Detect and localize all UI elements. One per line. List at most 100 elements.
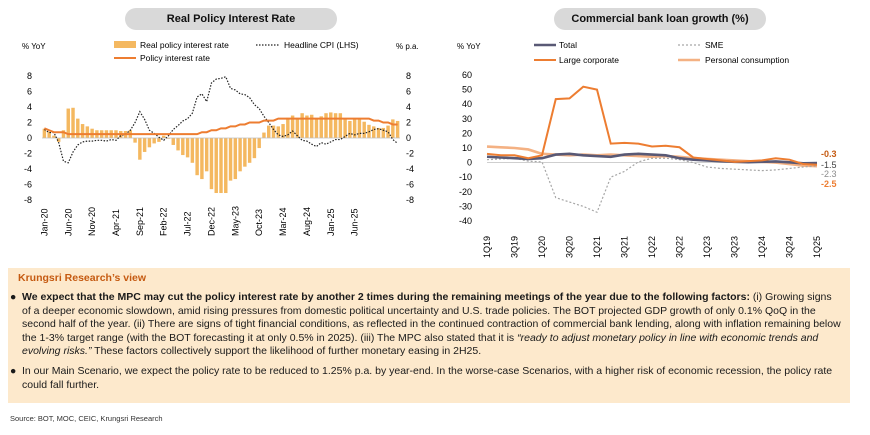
x-tick-label: 1Q20: [537, 236, 547, 258]
x-tick-label: Nov-20: [87, 207, 97, 236]
x-tick-label: 1Q24: [757, 236, 767, 258]
y-tick-label: 10: [462, 143, 472, 153]
real-rate-bar: [80, 124, 85, 138]
left-chart-title: Real Policy Interest Rate: [125, 8, 337, 30]
x-tick-label: Jul-22: [183, 211, 193, 236]
right-y-tick-label: 6: [406, 87, 411, 97]
real-rate-bar: [233, 138, 238, 180]
right-y-tick-label: 4: [406, 102, 411, 112]
real-rate-bar: [281, 124, 285, 138]
real-rate-bar: [362, 121, 366, 138]
real-rate-bar: [386, 125, 390, 138]
real-rate-bar: [257, 138, 261, 149]
right-y-tick-label: 8: [406, 71, 411, 81]
real-rate-bar: [381, 127, 386, 138]
real-rate-bar: [133, 138, 137, 143]
x-tick-label: 3Q20: [565, 236, 575, 258]
left-y-tick-label: 4: [27, 102, 32, 112]
x-tick-label: Mar-24: [278, 207, 288, 236]
real-rate-bar: [71, 107, 75, 138]
research-view-point-2: ● In our Main Scenario, we expect the po…: [10, 365, 842, 392]
real-rate-bar: [243, 138, 247, 167]
source-note: Source: BOT, MOC, CEIC, Krungsri Researc…: [10, 414, 163, 423]
x-tick-label: 3Q22: [675, 236, 685, 258]
real-rate-bar: [162, 135, 166, 138]
legend-label-large-corporate: Large corporate: [559, 55, 619, 65]
real-rate-bar: [319, 116, 323, 138]
real-rate-bar: [200, 138, 204, 180]
x-tick-label: 1Q21: [592, 236, 602, 258]
left-y-tick-label: -2: [24, 149, 32, 159]
left-y-tick-label: 8: [27, 71, 32, 81]
series-line-sme: [486, 157, 818, 214]
x-tick-label: Dec-22: [206, 207, 216, 236]
x-tick-label: Jan-20: [39, 208, 49, 236]
real-rate-bar: [290, 115, 295, 138]
bullet-icon: ●: [10, 365, 17, 377]
legend-swatch-real-rate: [114, 41, 136, 48]
series-line-large-corporate: [486, 85, 818, 166]
x-tick-label: 3Q19: [510, 236, 520, 258]
y-tick-label: 0: [467, 158, 472, 168]
real-rate-bar: [271, 125, 276, 138]
real-rate-bar: [219, 138, 223, 194]
policy-rate-line: [44, 117, 398, 136]
real-rate-bar: [357, 118, 362, 138]
y-axis-label: % YoY: [457, 42, 481, 51]
real-rate-bar: [247, 138, 252, 163]
headline-cpi-line: [44, 76, 398, 164]
real-rate-bar: [348, 120, 352, 138]
point-2-text: In our Main Scenario, we expect the poli…: [22, 365, 833, 391]
left-y-tick-label: 6: [27, 87, 32, 97]
left-y-tick-label: -8: [24, 195, 32, 205]
x-tick-label: Oct-23: [254, 209, 264, 236]
left-y-tick-label: 2: [27, 118, 32, 128]
point-1-text-a: (i) Growing signs of a deeper economic s…: [22, 291, 841, 344]
real-rate-bar: [138, 138, 142, 160]
end-value-label: -2.3: [821, 169, 837, 179]
series-line-total: [486, 152, 818, 165]
y-tick-label: 30: [462, 114, 472, 124]
y-tick-label: -20: [459, 187, 472, 197]
real-rate-bar: [238, 138, 242, 172]
legend-label-sme: SME: [705, 40, 724, 50]
point-1-lead: We expect that the MPC may cut the polic…: [22, 291, 750, 303]
right-y-tick-label: -6: [406, 180, 414, 190]
y-tick-label: 60: [462, 70, 472, 80]
x-tick-label: 1Q23: [702, 236, 712, 258]
right-y-tick-label: 0: [406, 133, 411, 143]
point-1-text-b: These factors collectively support the l…: [91, 345, 482, 358]
real-rate-bar: [209, 138, 214, 190]
x-tick-label: 3Q23: [730, 236, 740, 258]
real-rate-bar: [185, 138, 190, 158]
real-rate-bar: [395, 120, 400, 138]
right-y-tick-label: -8: [406, 195, 414, 205]
real-rate-bar: [195, 138, 199, 176]
real-rate-bar: [142, 138, 147, 152]
x-tick-label: Jan-25: [326, 208, 336, 236]
real-rate-bar: [47, 131, 51, 138]
real-rate-bar: [76, 118, 80, 138]
legend-label-real-rate: Real policy interest rate: [140, 40, 229, 50]
real-rate-bar: [276, 126, 280, 138]
point-1-quote: “ready to adjust monetary policy in line…: [22, 331, 819, 358]
real-rate-bar: [343, 119, 347, 138]
real-rate-bar: [314, 119, 319, 138]
real-rate-bar: [224, 138, 228, 194]
real-rate-bar: [204, 138, 209, 172]
legend-label-policy-rate: Policy interest rate: [140, 53, 210, 63]
real-rate-bar: [61, 130, 66, 138]
real-rate-bar: [252, 138, 257, 159]
legend-label-cpi: Headline CPI (LHS): [284, 40, 359, 50]
real-rate-bar: [295, 117, 300, 138]
real-rate-bar: [66, 108, 70, 138]
x-tick-label: 1Q25: [812, 236, 822, 258]
end-value-label: -0.3: [821, 149, 837, 159]
x-tick-label: 1Q22: [647, 236, 657, 258]
research-view-box: Krungsri Research’s view ● We expect tha…: [8, 268, 850, 403]
research-view-point-1: ● We expect that the MPC may cut the pol…: [10, 291, 842, 359]
real-rate-bar: [376, 127, 381, 138]
real-rate-bar: [190, 138, 195, 163]
x-tick-label: Jun-25: [350, 208, 360, 236]
real-rate-bar: [147, 138, 152, 148]
